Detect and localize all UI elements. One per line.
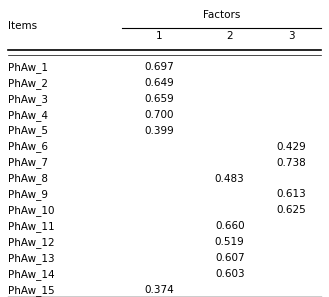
Text: Factors: Factors	[203, 10, 240, 20]
Text: 0.613: 0.613	[277, 189, 307, 200]
Text: 0.429: 0.429	[277, 142, 307, 151]
Text: 0.649: 0.649	[145, 78, 174, 88]
Text: 0.374: 0.374	[145, 285, 174, 296]
Text: 0.607: 0.607	[215, 253, 244, 263]
Text: PhAw_15: PhAw_15	[8, 285, 55, 296]
Text: PhAw_9: PhAw_9	[8, 189, 48, 200]
Text: 0.603: 0.603	[215, 269, 244, 279]
Text: PhAw_7: PhAw_7	[8, 157, 48, 168]
Text: 2: 2	[226, 31, 233, 41]
Text: PhAw_8: PhAw_8	[8, 173, 48, 184]
Text: PhAw_3: PhAw_3	[8, 94, 48, 105]
Text: PhAw_13: PhAw_13	[8, 253, 55, 264]
Text: 3: 3	[289, 31, 295, 41]
Text: 0.660: 0.660	[215, 222, 244, 231]
Text: PhAw_11: PhAw_11	[8, 222, 55, 232]
Text: PhAw_1: PhAw_1	[8, 62, 48, 72]
Text: PhAw_10: PhAw_10	[8, 206, 54, 217]
Text: PhAw_2: PhAw_2	[8, 78, 48, 89]
Text: PhAw_14: PhAw_14	[8, 269, 55, 280]
Text: 0.625: 0.625	[277, 206, 307, 216]
Text: 0.738: 0.738	[277, 157, 307, 168]
Text: 1: 1	[156, 31, 163, 41]
Text: PhAw_6: PhAw_6	[8, 142, 48, 152]
Text: 0.519: 0.519	[215, 237, 245, 247]
Text: 0.697: 0.697	[145, 62, 174, 72]
Text: PhAw_12: PhAw_12	[8, 237, 55, 248]
Text: PhAw_4: PhAw_4	[8, 110, 48, 121]
Text: 0.659: 0.659	[145, 94, 174, 104]
Text: 0.483: 0.483	[215, 173, 245, 184]
Text: 0.399: 0.399	[145, 126, 174, 136]
Text: 0.700: 0.700	[145, 110, 174, 120]
Text: PhAw_5: PhAw_5	[8, 126, 48, 137]
Text: Items: Items	[8, 21, 37, 31]
